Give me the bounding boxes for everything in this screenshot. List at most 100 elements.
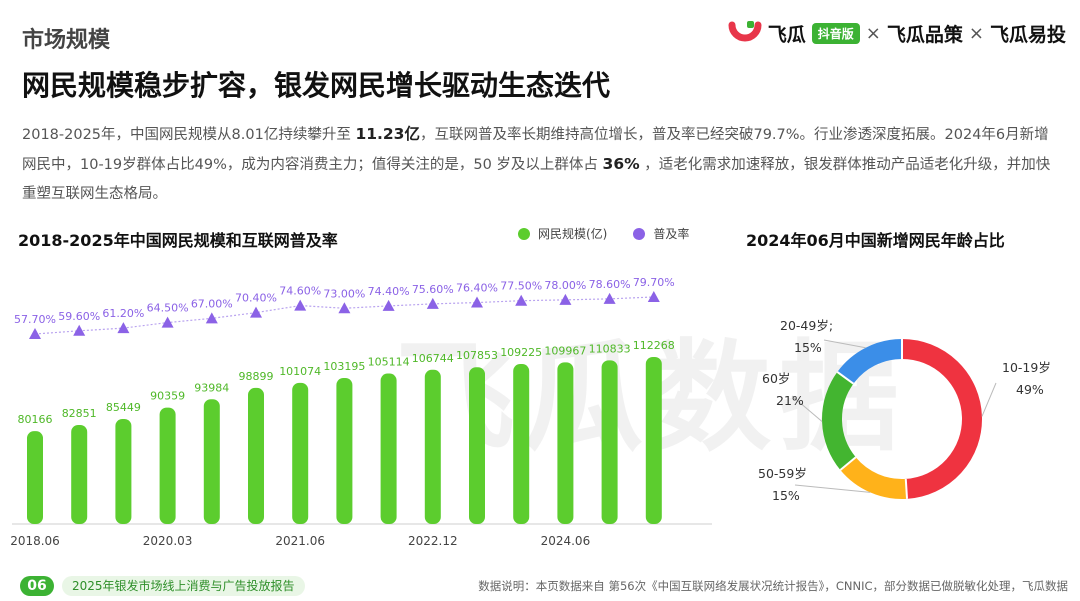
rate-value-label: 70.40% <box>235 292 277 305</box>
summary-paragraph: 2018-2025年，中国网民规模从8.01亿持续攀升至 11.23亿，互联网普… <box>22 120 1062 209</box>
donut-value-label: 21% <box>776 393 804 408</box>
rate-point <box>117 322 130 334</box>
bar-users <box>469 367 485 524</box>
summary-text: ，互联网普及率长期维持高位增长，普及率已经突破79.7%。行业渗透深度拓展。20… <box>22 127 1049 173</box>
legend-dot-purple-icon <box>633 227 646 240</box>
x-tick-label: 2022.12 <box>408 534 458 548</box>
x-tick-label: 2020.03 <box>143 534 193 548</box>
rate-value-label: 77.50% <box>500 280 542 293</box>
bar-users <box>513 364 530 524</box>
donut-slice <box>901 339 982 499</box>
bar-users <box>645 357 662 524</box>
donut-slice <box>840 456 908 499</box>
bar-value-label: 90359 <box>150 390 185 403</box>
x-tick-label: 2018.06 <box>10 534 60 548</box>
donut-leader-line <box>823 339 866 349</box>
bar-users <box>115 418 132 524</box>
rate-value-label: 61.20% <box>102 307 144 320</box>
bar-users <box>248 387 264 524</box>
rate-point <box>29 328 41 339</box>
donut-label: 50-59岁 <box>758 466 807 481</box>
rate-value-label: 59.60% <box>58 310 100 323</box>
bar-value-label: 80166 <box>18 413 53 426</box>
bar-value-label: 93984 <box>194 381 229 394</box>
bar-users <box>336 377 353 524</box>
rate-value-label: 78.60% <box>589 278 631 291</box>
donut-leader-line <box>794 484 871 493</box>
section-label: 市场规模 <box>22 28 111 53</box>
bar-value-label: 110833 <box>589 342 631 355</box>
bar-value-label: 106744 <box>412 352 454 365</box>
page-number-badge: 06 <box>20 576 54 596</box>
rate-value-label: 67.00% <box>191 297 233 310</box>
brand-pince: 飞瓜品策 <box>886 24 963 46</box>
bar-users <box>557 362 574 524</box>
rate-point <box>73 324 86 336</box>
rate-point <box>338 302 351 314</box>
donut-slice-gap <box>839 456 857 471</box>
rate-point <box>382 299 395 311</box>
bar-value-label: 82851 <box>62 407 97 420</box>
rate-point <box>294 299 307 311</box>
legend-item-users: 网民规模(亿) <box>518 225 607 242</box>
bar-value-label: 109225 <box>500 346 542 359</box>
rate-point <box>559 293 572 305</box>
data-source-note: 数据说明：本页数据来自 第56次《中国互联网络发展状况统计报告》，CNNIC，部… <box>478 579 1068 593</box>
bar-users <box>424 369 441 524</box>
bar-value-label: 112268 <box>633 339 675 352</box>
summary-highlight-users: 11.23亿 <box>355 125 420 143</box>
donut-slice-gap <box>836 371 855 385</box>
rate-point <box>426 297 439 309</box>
rate-point <box>471 296 483 308</box>
brand-logo-bar: 飞瓜 抖音版 × 飞瓜品策 × 飞瓜易投 <box>728 20 1066 47</box>
bar-users <box>380 373 397 524</box>
rate-point <box>205 312 218 324</box>
rate-value-label: 74.40% <box>368 285 410 298</box>
legend-dot-green-icon <box>518 227 530 240</box>
brand-separator: × <box>968 23 984 44</box>
donut-chart-title: 2024年06月中国新增网民年龄占比 <box>746 231 1005 250</box>
brand-separator: × <box>865 23 881 44</box>
legend-item-rate: 普及率 <box>633 225 689 242</box>
bar-users <box>203 399 220 524</box>
bar-users <box>27 431 43 524</box>
x-tick-label: 2021.06 <box>275 534 325 548</box>
brand-feigua: 飞瓜 <box>767 24 806 46</box>
rate-value-label: 73.00% <box>323 287 365 300</box>
rate-value-label: 74.60% <box>279 285 321 298</box>
rate-point <box>250 306 262 318</box>
bar-users <box>71 424 88 524</box>
donut-label: 10-19岁 <box>1002 360 1051 375</box>
rate-value-label: 57.70% <box>14 313 56 326</box>
feigua-logo-icon <box>728 20 762 41</box>
summary-highlight-share: 36% <box>602 155 640 173</box>
donut-value-label: 15% <box>772 488 800 503</box>
legend-label: 网民规模(亿) <box>538 227 608 241</box>
donut-leader-line <box>981 382 997 417</box>
page-title: 网民规模稳步扩容，银发网民增长驱动生态迭代 <box>22 69 611 102</box>
donut-leader-line <box>791 395 823 422</box>
bar-users <box>292 382 309 524</box>
donut-slice <box>837 339 903 385</box>
donut-label: 20-49岁; <box>780 318 833 333</box>
bar-chart-title: 2018-2025年中国网民规模和互联网普及率 <box>18 231 338 250</box>
summary-text: 2018-2025年，中国网民规模从8.01亿持续攀升至 <box>22 127 356 143</box>
donut-value-label: 49% <box>1016 382 1044 397</box>
bar-value-label: 105114 <box>368 356 410 369</box>
chart-legend: 网民规模(亿) 普及率 <box>518 225 689 242</box>
brand-badge: 抖音版 <box>811 23 860 44</box>
summary-text: ，适老化需求加速释放，银发群体推动产品适老化升级，并加快重塑互联网生态格局。 <box>22 157 1051 202</box>
bar-value-label: 85449 <box>106 401 141 414</box>
rate-point <box>603 292 616 304</box>
donut-value-label: 15% <box>794 340 822 355</box>
donut-slice-gap <box>904 478 909 499</box>
rate-value-label: 75.60% <box>412 283 454 296</box>
brand-yitou: 飞瓜易投 <box>989 24 1066 46</box>
bar-value-label: 109967 <box>544 344 586 357</box>
report-name-pill: 2025年银发市场线上消费与广告投放报告 <box>62 576 305 596</box>
rate-point <box>515 294 528 306</box>
rate-point <box>161 316 174 328</box>
bar-value-label: 101074 <box>279 365 321 378</box>
x-tick-label: 2024.06 <box>541 534 591 548</box>
